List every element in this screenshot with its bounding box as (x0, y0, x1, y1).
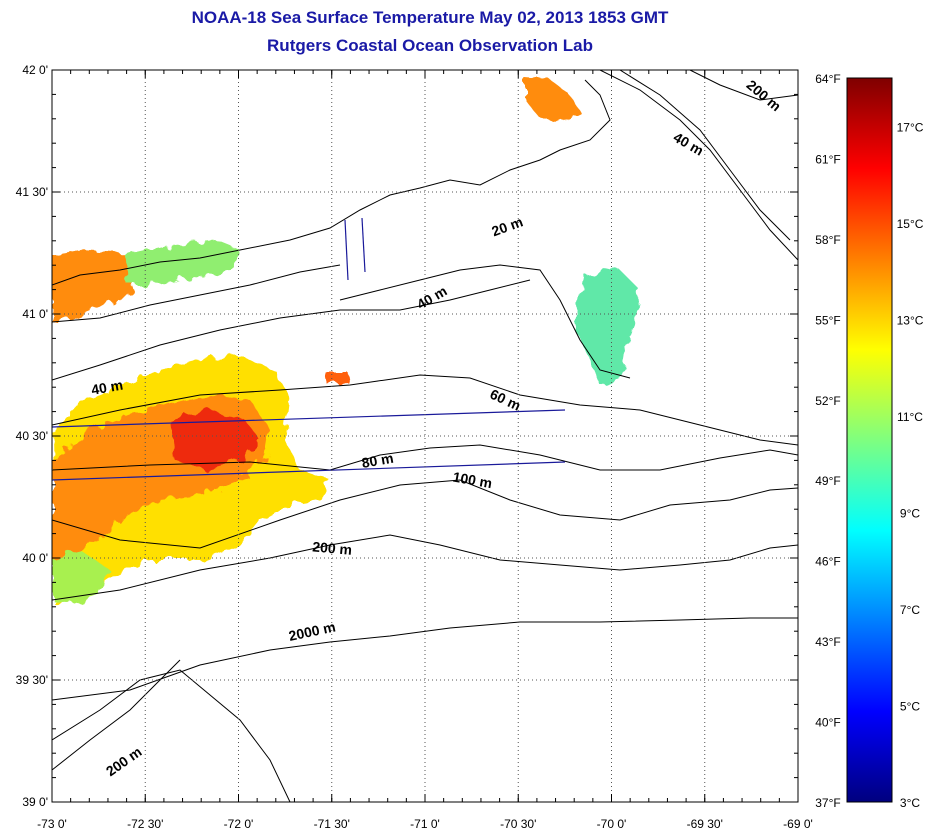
longitude-label: -72 30' (127, 817, 163, 831)
sst-patch-nantucket (575, 270, 640, 385)
isobath-gom-2 (619, 70, 791, 241)
isobath-label: 80 m (360, 450, 394, 471)
latitude-label: 42 0' (22, 63, 48, 77)
colorbar-fahrenheit-label: 46°F (815, 555, 840, 569)
isobath-label: 200 m (103, 743, 145, 779)
isobath-20m (339, 264, 631, 379)
isobath-label: 100 m (452, 469, 494, 492)
latitude-label: 40 30' (16, 429, 48, 443)
colorbar-celsius-label: 13°C (897, 313, 924, 327)
isobath-label: 200 m (312, 538, 353, 557)
map-title: NOAA-18 Sea Surface Temperature May 02, … (191, 8, 669, 27)
colorbar-celsius-label: 9°C (900, 506, 920, 520)
colorbar-celsius-label: 17°C (897, 120, 924, 134)
sst-patch-small (325, 372, 350, 385)
latitude-label: 39 30' (16, 673, 48, 687)
transect-south (52, 461, 566, 481)
longitude-label: -69 30' (687, 817, 723, 831)
isobath-label: 40 m (671, 129, 707, 159)
colorbar-fahrenheit-labels: 64°F 61°F 58°F 55°F 52°F 49°F 46°F 43°F 40°F 37°F (815, 72, 840, 810)
latitude-label: 40 0' (22, 551, 48, 565)
colorbar-fahrenheit-label: 37°F (815, 796, 840, 810)
isobath-2000m (52, 617, 798, 701)
sst-patch-longisland (52, 250, 140, 322)
map-grid (51, 69, 799, 803)
latitude-label: 39 0' (22, 795, 48, 809)
isobath-80m (52, 444, 798, 471)
map-subtitle: Rutgers Coastal Ocean Observation Lab (267, 36, 593, 55)
isobath-label: 60 m (488, 386, 524, 414)
transect-sound-2 (361, 217, 366, 273)
colorbar-celsius-label: 7°C (900, 603, 920, 617)
isobath-label: 20 m (489, 213, 524, 239)
map-frame (51, 69, 799, 803)
latitude-label: 41 30' (16, 185, 48, 199)
latitude-label: 41 0' (22, 307, 48, 321)
isobath-label: 200 m (744, 77, 785, 115)
colorbar-fahrenheit-label: 55°F (815, 313, 840, 327)
colorbar-celsius-label: 3°C (900, 796, 920, 810)
sst-patch-capecod-bay (525, 78, 580, 122)
colorbar-fahrenheit-label: 52°F (815, 394, 840, 408)
longitude-label: -69 0' (783, 817, 813, 831)
coastline-south-shore (52, 264, 341, 323)
colorbar-fahrenheit-label: 58°F (815, 233, 840, 247)
longitude-label: -73 0' (37, 817, 67, 831)
transect-lines (52, 217, 566, 481)
isobath-label: 40 m (90, 377, 124, 398)
isobath-200m (52, 534, 798, 601)
isobath-gom (599, 70, 798, 261)
colorbar-celsius-label: 11°C (897, 410, 923, 424)
isobath-40m-north (52, 279, 531, 381)
isobath-label: 2000 m (287, 618, 337, 644)
sst-patch-southwest-core (170, 410, 260, 470)
isobath-200m-south (52, 659, 181, 771)
longitude-label: -70 30' (500, 817, 536, 831)
isobath-200m-gom (689, 70, 798, 101)
sst-patches (52, 78, 640, 605)
colorbar-fahrenheit-label: 49°F (815, 474, 840, 488)
longitude-label: -70 0' (597, 817, 627, 831)
colorbar-fahrenheit-label: 40°F (815, 716, 840, 730)
colorbar-celsius-label: 5°C (900, 699, 920, 713)
colorbar-fahrenheit-label: 61°F (815, 152, 840, 166)
latitude-labels: 42 0' 41 30' 41 0' 40 30' 40 0' 39 30' 39 0' (16, 63, 48, 809)
colorbar-fahrenheit-label: 43°F (815, 635, 840, 649)
colorbar-celsius-label: 15°C (897, 217, 924, 231)
transect-sound-1 (344, 219, 349, 281)
transect-north (52, 409, 566, 428)
longitude-label: -71 30' (314, 817, 350, 831)
longitude-labels: -73 0' -72 30' -72 0' -71 30' -71 0' -70 30' -… (37, 817, 813, 831)
isobath-label: 40 m (414, 283, 450, 313)
longitude-label: -72 0' (224, 817, 254, 831)
colorbar-fahrenheit-label: 64°F (815, 72, 840, 86)
longitude-label: -71 0' (410, 817, 440, 831)
colorbar (846, 77, 893, 803)
sst-patch-southwest-edge (52, 550, 110, 605)
isobath-60m (52, 374, 798, 446)
shelf-south (52, 669, 291, 802)
isobath-100m (52, 479, 798, 549)
colorbar-celsius-labels: 17°C 15°C 13°C 11°C 9°C 7°C 5°C 3°C (897, 120, 924, 810)
sst-patch-sound (125, 240, 240, 285)
